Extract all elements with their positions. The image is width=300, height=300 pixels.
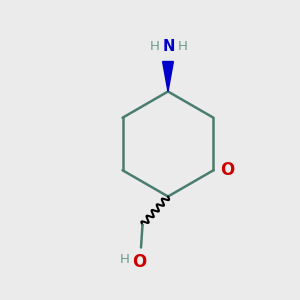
Text: H: H (150, 40, 159, 53)
Text: H: H (120, 253, 129, 266)
Text: N: N (162, 39, 175, 54)
Text: H: H (178, 40, 187, 53)
Text: O: O (220, 161, 234, 179)
Text: O: O (132, 253, 147, 271)
Polygon shape (163, 61, 173, 92)
